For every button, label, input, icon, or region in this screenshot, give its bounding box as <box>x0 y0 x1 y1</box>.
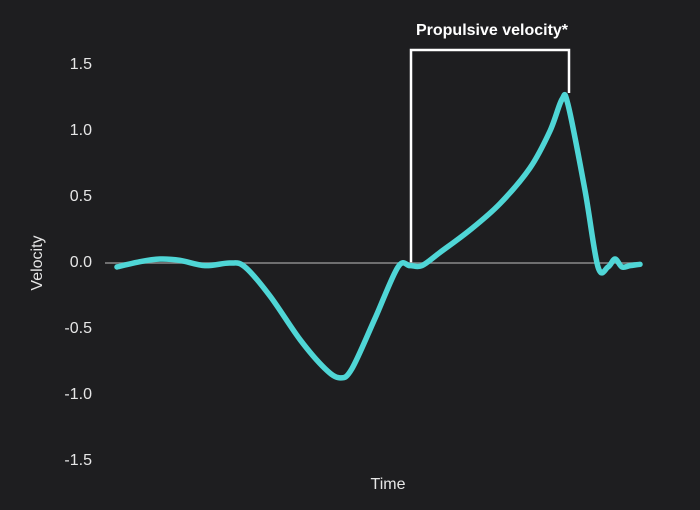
x-axis-label: Time <box>371 476 406 493</box>
y-tick-label: 0.5 <box>70 188 92 205</box>
velocity-line <box>114 91 643 381</box>
annotation: Propulsive velocity* <box>416 22 569 39</box>
y-tick-label: -0.5 <box>64 320 92 337</box>
y-tick-label: 1.5 <box>70 56 92 73</box>
y-tick-label: 1.0 <box>70 122 92 139</box>
y-tick-label: 0.0 <box>70 254 92 271</box>
y-axis-label: Velocity <box>29 235 46 290</box>
y-tick-label: -1.5 <box>64 452 92 469</box>
annotation-bracket <box>409 48 571 263</box>
y-tick-label: -1.0 <box>64 386 92 403</box>
